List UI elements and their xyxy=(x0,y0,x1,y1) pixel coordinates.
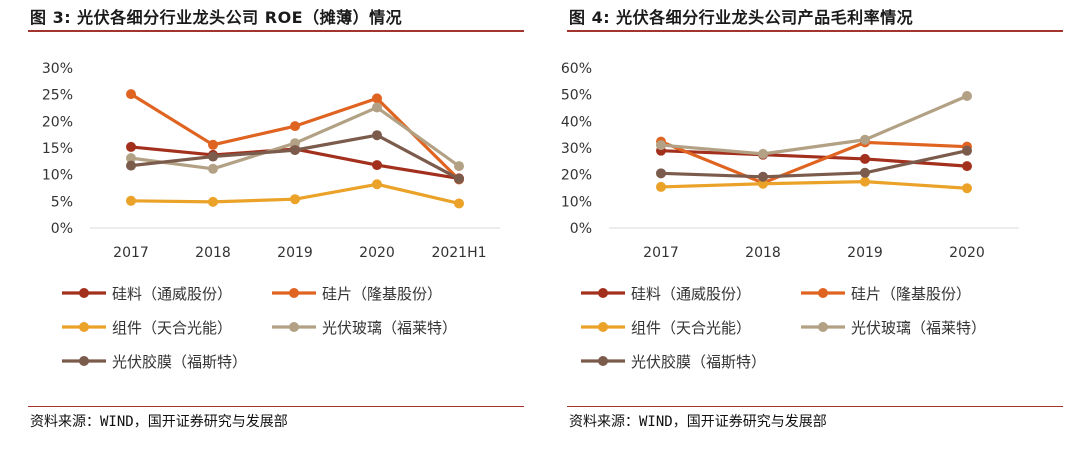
legend-swatch-marker xyxy=(598,288,608,298)
y-tick-label: 50% xyxy=(561,88,592,104)
legend-swatch-marker xyxy=(818,322,828,332)
legend-label: 硅料（通威股份） xyxy=(112,285,232,303)
series-line xyxy=(130,92,461,181)
figure-title: 图 3: 光伏各细分行业龙头公司 ROE（摊薄）情况 xyxy=(30,8,403,27)
legend-swatch-marker xyxy=(79,288,89,298)
data-point xyxy=(290,138,300,149)
y-tick-label: 10% xyxy=(42,168,73,184)
y-tick-label: 5% xyxy=(51,194,73,210)
data-point xyxy=(372,179,382,190)
data-point xyxy=(208,163,218,174)
roe-line-chart: 0% 5% 10% 15% 20% 25% 30% 2017 2018 2019 2020 2021H… xyxy=(42,61,500,371)
series-line xyxy=(660,149,968,179)
data-point xyxy=(962,183,972,194)
legend-swatch-marker xyxy=(79,322,89,332)
x-tick-label: 2017 xyxy=(643,245,679,261)
data-point xyxy=(290,145,300,156)
source-note: 资料来源：WIND，国开证券研究与发展部 xyxy=(30,414,288,430)
data-point xyxy=(860,134,870,145)
data-point xyxy=(290,121,300,132)
source-divider xyxy=(567,406,1063,407)
data-point xyxy=(372,160,382,171)
data-point xyxy=(656,168,666,179)
y-tick-label: 60% xyxy=(561,61,592,77)
data-point xyxy=(126,89,136,100)
data-point xyxy=(962,161,972,172)
x-tick-label: 2020 xyxy=(359,245,395,261)
data-point xyxy=(656,181,666,192)
data-point xyxy=(454,173,464,184)
gross-margin-figure-panel: 图 4: 光伏各细分行业龙头公司产品毛利率情况 0% 10% 20% 30% 40% 50… xyxy=(539,0,1069,470)
data-point xyxy=(290,194,300,205)
data-point xyxy=(126,153,136,164)
data-point xyxy=(758,178,768,189)
data-point xyxy=(372,102,382,113)
y-tick-label: 10% xyxy=(561,194,592,210)
x-tick-label: 2019 xyxy=(847,245,883,261)
data-point xyxy=(962,91,972,101)
data-point xyxy=(126,160,136,171)
data-point xyxy=(208,196,218,207)
legend-label: 组件（天合光能） xyxy=(112,319,232,337)
roe-figure-panel: 图 3: 光伏各细分行业龙头公司 ROE（摊薄）情况 0% 5% 10% 15% 20%… xyxy=(0,0,530,470)
data-point xyxy=(962,145,972,156)
y-tick-label: 30% xyxy=(42,61,73,77)
legend-label: 硅片（隆基股份） xyxy=(322,285,442,303)
gross-margin-line-chart: 0% 10% 20% 30% 40% 50% 60% 2017 2018 2019 2020 硅料（通… xyxy=(561,61,1019,371)
legend-swatch-marker xyxy=(289,288,299,298)
series-line xyxy=(660,94,968,156)
y-tick-label: 0% xyxy=(570,221,592,237)
y-tick-label: 20% xyxy=(42,114,73,130)
x-tick-label: 2018 xyxy=(195,245,231,261)
data-point xyxy=(860,167,870,178)
series-line xyxy=(660,180,968,190)
data-point xyxy=(126,141,136,152)
legend-swatch-marker xyxy=(598,356,608,366)
legend-label: 光伏玻璃（福莱特） xyxy=(322,319,457,337)
data-point xyxy=(454,198,464,209)
x-tick-label: 2018 xyxy=(745,245,781,261)
y-tick-label: 15% xyxy=(42,141,73,157)
data-point xyxy=(860,153,870,164)
legend-label: 硅料（通威股份） xyxy=(631,285,751,303)
legend-swatch-marker xyxy=(289,322,299,332)
data-point xyxy=(126,195,136,206)
y-tick-label: 30% xyxy=(561,141,592,157)
series-line xyxy=(660,140,968,185)
data-point xyxy=(758,148,768,159)
legend-label: 光伏胶膜（福斯特） xyxy=(112,353,247,371)
data-point xyxy=(454,161,464,172)
x-tick-label: 2021H1 xyxy=(431,245,486,261)
data-point xyxy=(372,93,382,104)
y-tick-label: 40% xyxy=(561,114,592,130)
legend-swatch-marker xyxy=(79,356,89,366)
x-tick-label: 2019 xyxy=(277,245,313,261)
data-point xyxy=(758,171,768,182)
x-tick-label: 2020 xyxy=(949,245,985,261)
legend-swatch-marker xyxy=(598,322,608,332)
data-point xyxy=(656,140,666,151)
data-point xyxy=(208,139,218,150)
source-divider xyxy=(28,406,524,407)
legend-label: 光伏胶膜（福斯特） xyxy=(631,353,766,371)
legend-label: 硅片（隆基股份） xyxy=(851,285,971,303)
legend-label: 组件（天合光能） xyxy=(631,319,751,337)
legend-label: 光伏玻璃（福莱特） xyxy=(851,319,986,337)
source-note: 资料来源：WIND，国开证券研究与发展部 xyxy=(569,414,827,430)
y-tick-label: 25% xyxy=(42,88,73,104)
y-tick-label: 0% xyxy=(51,221,73,237)
data-point xyxy=(860,176,870,187)
title-divider xyxy=(28,30,524,32)
data-point xyxy=(208,151,218,162)
title-divider xyxy=(567,30,1063,32)
y-tick-label: 20% xyxy=(561,168,592,184)
figure-title: 图 4: 光伏各细分行业龙头公司产品毛利率情况 xyxy=(569,8,914,27)
data-point xyxy=(372,130,382,141)
legend-swatch-marker xyxy=(818,288,828,298)
x-tick-label: 2017 xyxy=(113,245,149,261)
